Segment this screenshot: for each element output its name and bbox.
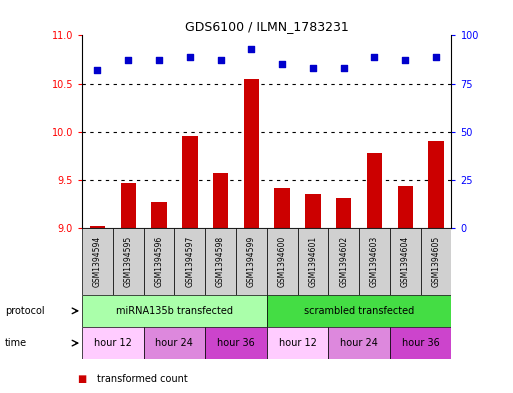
Bar [267,295,451,327]
Title: GDS6100 / ILMN_1783231: GDS6100 / ILMN_1783231 [185,20,349,33]
Text: GSM1394600: GSM1394600 [278,236,287,287]
Bar [390,228,421,295]
Bar [267,228,298,295]
Text: GSM1394602: GSM1394602 [339,236,348,287]
Bar [398,185,413,228]
Bar [82,327,144,359]
Text: scrambled transfected: scrambled transfected [304,306,414,316]
Bar [213,173,228,228]
Bar [182,136,198,228]
Bar [421,228,451,295]
Text: GSM1394605: GSM1394605 [431,236,441,287]
Text: protocol: protocol [5,306,45,316]
Bar [336,198,351,228]
Point [432,53,440,60]
Text: hour 36: hour 36 [217,338,255,348]
Text: ■: ■ [77,374,86,384]
Point [155,57,163,64]
Bar [144,228,174,295]
Bar [174,228,205,295]
Point [186,53,194,60]
Text: hour 12: hour 12 [279,338,317,348]
Point [309,65,317,71]
Text: GSM1394598: GSM1394598 [216,236,225,287]
Bar [90,226,105,228]
Text: hour 24: hour 24 [155,338,193,348]
Point [278,61,286,67]
Text: time: time [5,338,27,348]
Text: GSM1394597: GSM1394597 [185,236,194,287]
Point [247,46,255,52]
Text: GSM1394601: GSM1394601 [308,236,318,287]
Bar [121,183,136,228]
Point [216,57,225,64]
Text: GSM1394596: GSM1394596 [154,236,164,287]
Text: GSM1394599: GSM1394599 [247,236,256,287]
Point [93,67,102,73]
Text: GSM1394594: GSM1394594 [93,236,102,287]
Bar [151,202,167,228]
Point [124,57,132,64]
Bar [428,141,444,228]
Bar [305,194,321,228]
Bar [367,153,382,228]
Bar [298,228,328,295]
Text: transformed count: transformed count [97,374,188,384]
Bar [144,327,205,359]
Bar [113,228,144,295]
Point [370,53,379,60]
Text: miRNA135b transfected: miRNA135b transfected [116,306,233,316]
Text: GSM1394595: GSM1394595 [124,236,133,287]
Point [340,65,348,71]
Text: hour 24: hour 24 [340,338,378,348]
Bar [82,228,113,295]
Bar [328,327,390,359]
Text: hour 12: hour 12 [94,338,132,348]
Text: hour 36: hour 36 [402,338,440,348]
Bar [205,327,267,359]
Text: GSM1394603: GSM1394603 [370,236,379,287]
Bar [82,295,267,327]
Bar [274,187,290,228]
Bar [359,228,390,295]
Point [401,57,409,64]
Bar [328,228,359,295]
Bar [267,327,328,359]
Bar [244,79,259,228]
Bar [390,327,451,359]
Text: GSM1394604: GSM1394604 [401,236,410,287]
Bar [236,228,267,295]
Bar [205,228,236,295]
